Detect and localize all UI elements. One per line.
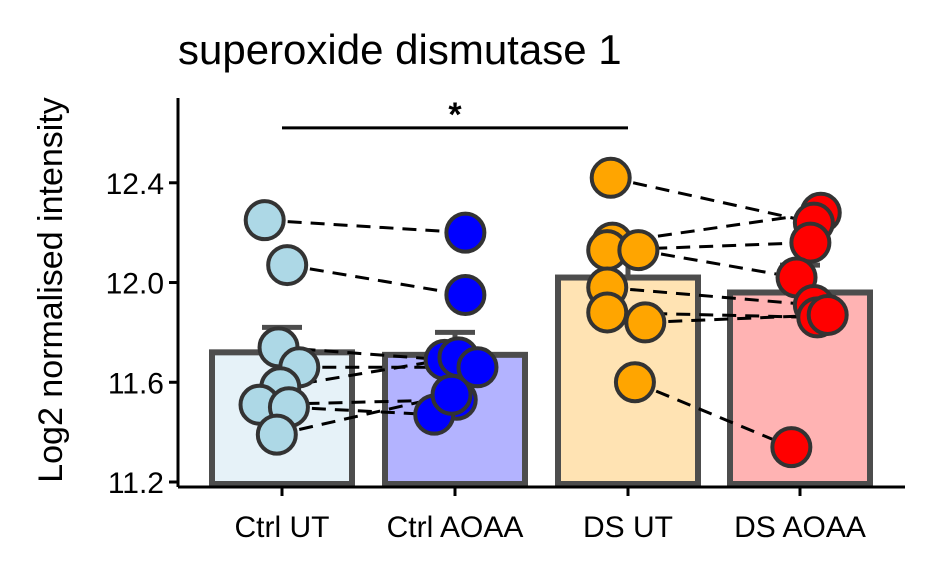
data-point [444,211,487,254]
chart-title: superoxide dismutase 1 [178,26,622,73]
data-point [266,244,309,287]
data-point [255,413,298,456]
x-tick-label: DS AOAA [734,511,866,544]
x-tick-label: DS UT [583,511,673,544]
data-point [243,199,286,242]
data-point [806,293,849,336]
data-point [613,361,656,404]
pair-line [286,263,466,297]
pair-line [288,405,435,417]
y-tick-label: 12.4 [106,168,164,201]
data-point [770,426,813,469]
data-point [589,156,632,199]
pair-line [638,248,797,280]
data-point [456,346,499,389]
significance-label: * [448,96,462,134]
x-tick-label: Ctrl AOAA [387,511,524,544]
pair-line [645,313,828,324]
axes: 11.2 11.6 12.0 12.4 Ctrl UT Ctrl AOAA DS UT DS … [106,98,905,544]
data-point [617,229,660,272]
x-tick-label: Ctrl UT [235,511,330,544]
pair-line [264,218,466,235]
points-layer [238,156,849,469]
data-point [444,273,487,316]
y-tick-label: 12.0 [106,268,164,301]
y-axis-label: Log2 normalised intensity [32,97,70,483]
significance-annotation: * [282,96,628,134]
y-tick-label: 11.2 [108,467,164,500]
pair-line [610,176,815,225]
data-point [586,291,629,334]
y-tick-label: 11.6 [108,367,164,400]
pair-line [607,286,814,307]
data-point [624,301,667,344]
pair-line [634,380,792,449]
data-point [430,373,473,416]
data-point [789,221,832,264]
